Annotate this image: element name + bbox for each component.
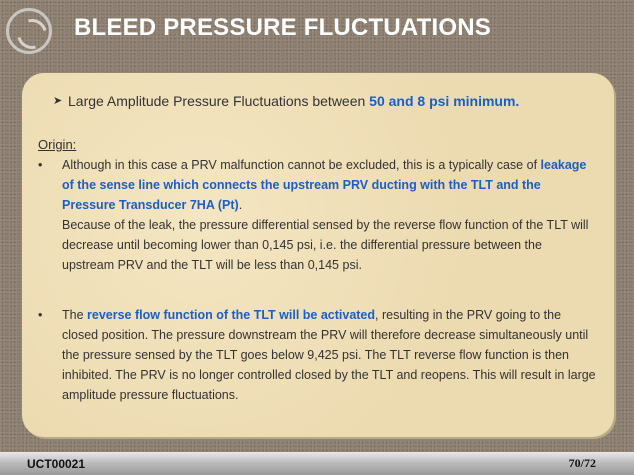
paragraph-2: • The reverse flow function of the TLT w…	[38, 305, 597, 405]
main-bullet: ➤ Large Amplitude Pressure Fluctuations …	[53, 92, 538, 110]
bullet-dot-icon: •	[38, 308, 43, 322]
bullet-text: Large Amplitude Pressure Fluctuations be…	[68, 93, 370, 109]
text: Because of the leak, the pressure differ…	[62, 218, 589, 272]
page-number: 70/72	[568, 456, 596, 470]
document-code: UCT00021	[27, 457, 86, 471]
bullet-highlight: 50 and 8 psi minimum.	[369, 93, 520, 109]
arrow-bullet-icon: ➤	[53, 95, 63, 107]
highlight: leakage of the sense line which connects…	[62, 158, 587, 212]
origin-label: Origin:	[38, 137, 77, 152]
highlight: reverse flow function of the TLT will be…	[87, 308, 376, 322]
company-logo	[6, 8, 52, 54]
text: The	[62, 308, 88, 322]
paragraph-1: • Although in this case a PRV malfunctio…	[38, 155, 597, 275]
text: , resulting in the PRV going to the clos…	[62, 308, 596, 402]
text: Although in this case a PRV malfunction …	[62, 158, 541, 172]
footer-bar: UCT00021 70/72	[0, 452, 634, 475]
content-panel	[22, 73, 614, 437]
text: .	[238, 198, 243, 212]
slide-title: BLEED PRESSURE FLUCTUATIONS	[74, 14, 491, 41]
bullet-dot-icon: •	[38, 158, 43, 172]
